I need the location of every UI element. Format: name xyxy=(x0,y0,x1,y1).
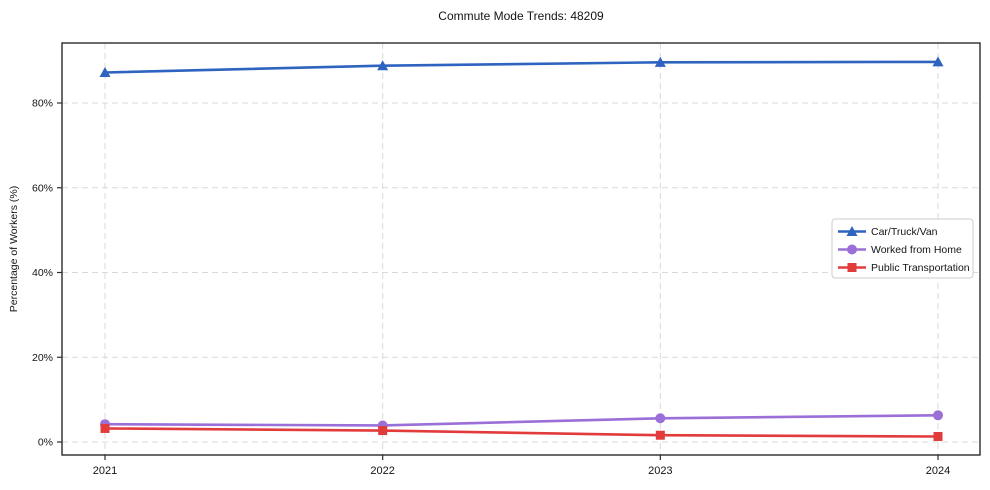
series-line-worked-from-home xyxy=(103,414,940,427)
y-tick-label: 40% xyxy=(32,267,53,279)
series-marker-worked-from-home xyxy=(933,410,943,421)
x-tick-label: 2023 xyxy=(648,465,672,477)
x-tick-label: 2024 xyxy=(926,465,950,477)
plot-border xyxy=(61,42,981,456)
legend-label-car-truck-van: Car/Truck/Van xyxy=(871,226,938,238)
legend-marker-public-transportation xyxy=(847,263,857,272)
series-marker-worked-from-home xyxy=(655,413,666,424)
series-marker-car-truck-van xyxy=(654,56,666,67)
series-marker-public-transportation xyxy=(100,423,110,433)
y-tick-label: 60% xyxy=(32,182,53,194)
series-marker-public-transportation xyxy=(655,430,665,440)
series-marker-public-transportation xyxy=(378,426,388,436)
y-tick-label: 80% xyxy=(32,98,53,110)
legend-box xyxy=(831,218,974,279)
legend-marker-car-truck-van xyxy=(846,226,858,236)
series-line-public-transportation xyxy=(103,427,940,438)
chart-title: Commute Mode Trends: 48209 xyxy=(438,9,604,23)
series-marker-car-truck-van xyxy=(99,66,111,77)
y-tick-label: 20% xyxy=(32,352,53,364)
x-tick-label: 2022 xyxy=(370,465,394,477)
legend-label-public-transportation: Public Transportation xyxy=(871,262,970,274)
series-marker-public-transportation xyxy=(933,431,943,441)
series-marker-car-truck-van xyxy=(377,60,389,71)
legend-label-worked-from-home: Worked from Home xyxy=(871,244,962,256)
x-tick-label: 2021 xyxy=(93,465,117,477)
y-tick-label: 0% xyxy=(38,437,53,449)
series-marker-car-truck-van xyxy=(932,56,944,67)
legend-marker-worked-from-home xyxy=(847,244,857,255)
series-line-car-truck-van xyxy=(103,60,940,74)
